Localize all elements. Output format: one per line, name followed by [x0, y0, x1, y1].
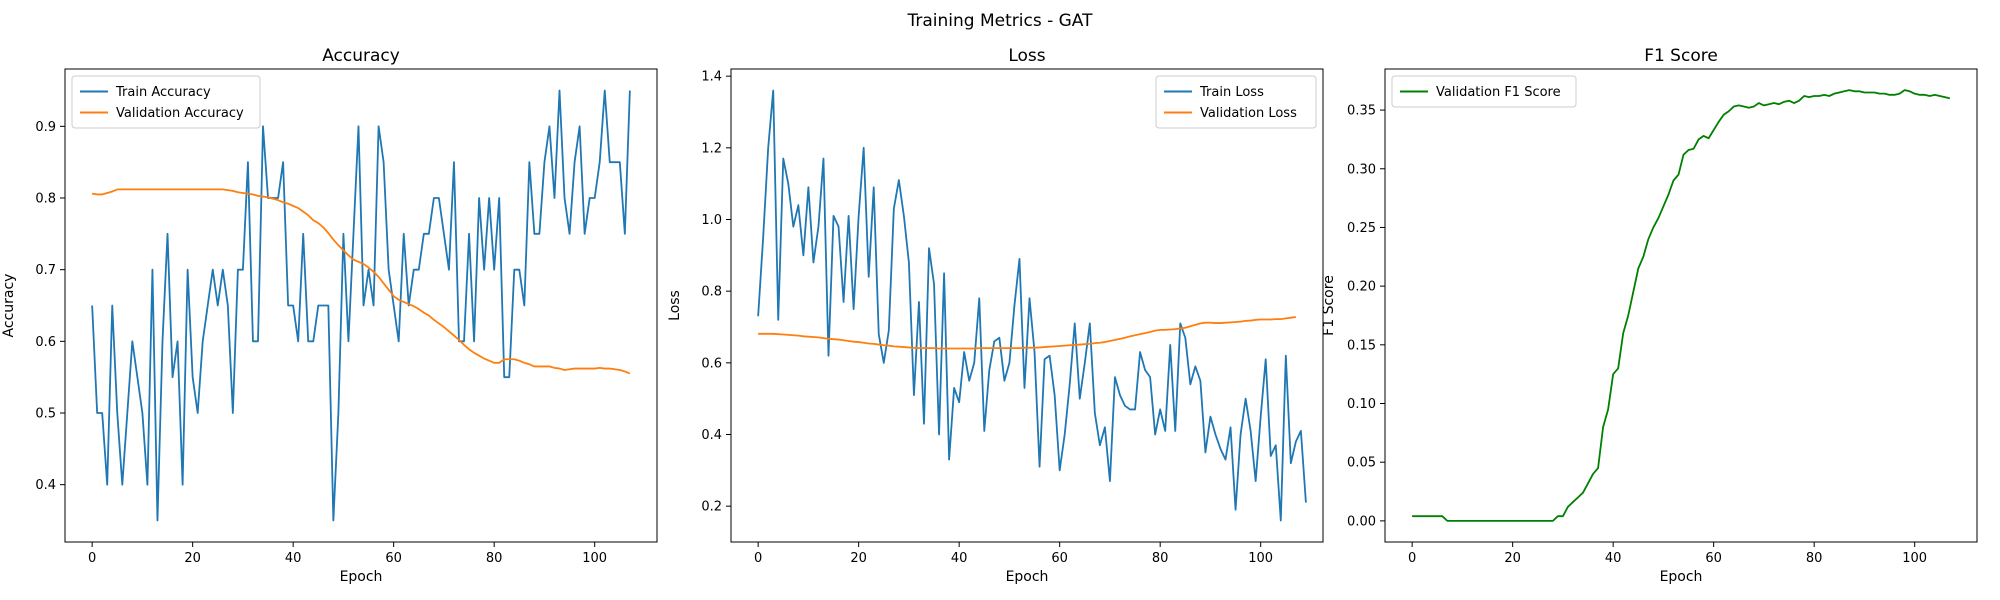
- chart-3-legend: Validation F1 Score: [1391, 75, 1577, 108]
- chart-2-legend-label-validation-loss: Validation Loss: [1200, 106, 1297, 121]
- chart-2-xtick-label: 80: [1152, 551, 1169, 566]
- chart-2-ytick-label: 0.2: [701, 500, 722, 515]
- chart-3-xtick-label: 100: [1902, 551, 1927, 566]
- chart-1-series-train-accuracy-line: [91, 89, 631, 522]
- chart-2-plot-frame: [730, 68, 1324, 543]
- chart-3-xtick-label: 40: [1605, 551, 1622, 566]
- chart-1-xtick-label: 40: [285, 551, 302, 566]
- chart-1-yaxis-label: Accuracy: [1, 274, 17, 338]
- chart-3-plot-frame: [1384, 68, 1978, 543]
- chart-3-ytick-label: 0.25: [1347, 221, 1376, 236]
- chart-2-xtick-label: 60: [1051, 551, 1068, 566]
- chart-3-xtick-label: 80: [1806, 551, 1823, 566]
- chart-2-legend-box: [1155, 75, 1317, 129]
- chart-3-xaxis-label: Epoch: [1660, 569, 1703, 585]
- chart-2-xtick-label: 100: [1248, 551, 1273, 566]
- chart-1-plot-frame: [64, 68, 658, 543]
- chart-1-legend-label-validation-accuracy: Validation Accuracy: [116, 106, 244, 121]
- chart-3-ytick-label: 0.00: [1347, 514, 1376, 529]
- chart-1-ytick-label: 0.5: [35, 407, 56, 422]
- chart-1-xaxis-label: Epoch: [340, 569, 383, 585]
- chart-1-xtick-label: 80: [486, 551, 503, 566]
- chart-1-ytick-label: 0.7: [35, 263, 56, 278]
- figure-suptitle: Training Metrics - GAT: [907, 11, 1094, 31]
- chart-1-title: Accuracy: [322, 46, 400, 66]
- chart-2-yaxis-label: Loss: [667, 290, 683, 321]
- chart-2-ytick-label: 1.2: [701, 141, 722, 156]
- chart-1-xtick-label: 100: [582, 551, 607, 566]
- chart-3-legend-label-validation-f1-score: Validation F1 Score: [1436, 85, 1561, 100]
- chart-1-series-validation-accuracy-line: [92, 188, 631, 375]
- chart-3-yaxis-label: F1 Score: [1321, 275, 1337, 336]
- chart-1-legend: Train Accuracy Validation Accuracy: [71, 75, 261, 129]
- chart-2-ytick-label: 0.4: [701, 428, 722, 443]
- chart-2-ytick-label: 1.4: [701, 70, 722, 85]
- chart-3-xtick-label: 0: [1408, 551, 1416, 566]
- chart-2-xtick-label: 0: [754, 551, 762, 566]
- chart-1-xtick-label: 20: [184, 551, 201, 566]
- chart-3-ytick-label: 0.30: [1347, 162, 1376, 177]
- chart-2-series-train-loss-line: [757, 89, 1307, 522]
- chart-2-ytick-label: 0.6: [701, 356, 722, 371]
- chart-1-legend-label-train-accuracy: Train Accuracy: [115, 85, 211, 100]
- chart-1-ytick-label: 0.6: [35, 335, 56, 350]
- chart-1-ytick-label: 0.8: [35, 192, 56, 207]
- chart-3-xtick-label: 20: [1504, 551, 1521, 566]
- chart-2-xaxis-label: Epoch: [1006, 569, 1049, 585]
- chart-1-legend-box: [71, 75, 261, 129]
- chart-3-ytick-label: 0.35: [1347, 104, 1376, 119]
- chart-3-xtick-label: 60: [1705, 551, 1722, 566]
- chart-2-series-validation-loss-line: [758, 316, 1296, 350]
- chart-2-xtick-label: 20: [850, 551, 867, 566]
- chart-3-ytick-label: 0.05: [1347, 456, 1376, 471]
- chart-1-xtick-label: 0: [88, 551, 96, 566]
- chart-2-title: Loss: [1008, 46, 1045, 66]
- chart-3-ytick-label: 0.15: [1347, 338, 1376, 353]
- chart-1-xtick-label: 60: [385, 551, 402, 566]
- f1-score-chart: F1 Score 0 20 40 60 80 100 0.00 0.05 0.10 0.15 0.20…: [1321, 46, 1978, 585]
- chart-3-legend-box: [1391, 75, 1577, 108]
- chart-2-legend: Train Loss Validation Loss: [1155, 75, 1317, 129]
- chart-3-series-validation-f1-score-line: [1412, 89, 1951, 522]
- chart-1-ytick-label: 0.9: [35, 120, 56, 135]
- chart-2-xtick-label: 40: [951, 551, 968, 566]
- loss-chart: Loss 0 20 40 60 80 100 0.2 0.4 0.6 0.8 1.0 1.2 1.4 Epo…: [667, 46, 1324, 585]
- chart-2-ytick-label: 1.0: [701, 213, 722, 228]
- chart-3-ytick-label: 0.10: [1347, 397, 1376, 412]
- chart-3-title: F1 Score: [1644, 46, 1718, 66]
- chart-2-ytick-label: 0.8: [701, 285, 722, 300]
- accuracy-chart: Accuracy 0 20 40 60 80 100 0.4 0.5 0.6 0.7 0.8 0.9 Ep…: [1, 46, 658, 585]
- chart-2-legend-label-train-loss: Train Loss: [1199, 85, 1264, 100]
- chart-3-ytick-label: 0.20: [1347, 280, 1376, 295]
- chart-1-ytick-label: 0.4: [35, 478, 56, 493]
